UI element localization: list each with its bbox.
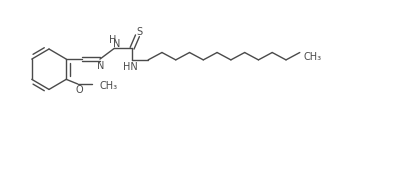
Text: S: S — [136, 27, 142, 37]
Text: N: N — [97, 61, 104, 71]
Text: N: N — [113, 38, 121, 48]
Text: HN: HN — [122, 62, 137, 72]
Text: CH₃: CH₃ — [100, 81, 118, 91]
Text: H: H — [109, 35, 116, 45]
Text: O: O — [75, 85, 83, 95]
Text: CH₃: CH₃ — [303, 52, 321, 62]
